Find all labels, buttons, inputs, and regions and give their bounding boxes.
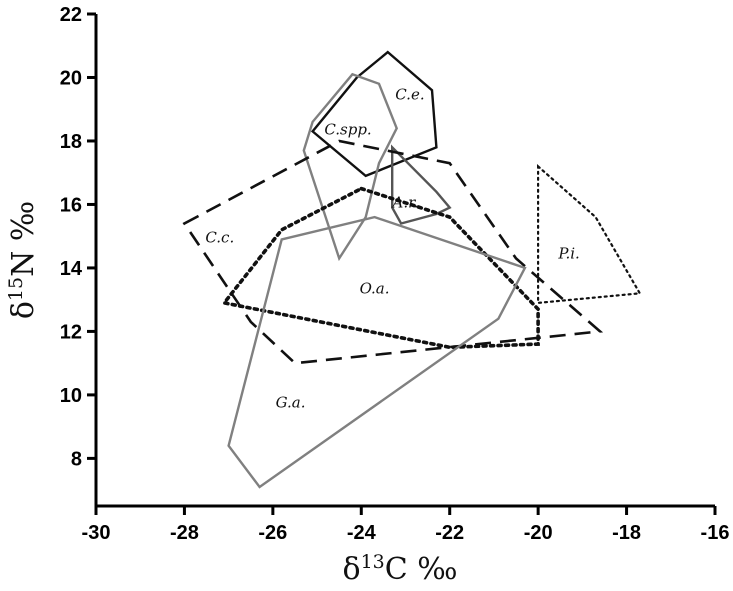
x-tick-label: -20 (524, 522, 553, 544)
series-label-oa: O.a. (360, 279, 390, 297)
y-tick-label: 14 (60, 258, 83, 280)
series-hull-cspp (302, 72, 399, 262)
y-tick-label: 18 (60, 131, 82, 153)
y-tick-label: 10 (60, 385, 82, 407)
y-axis-title: δ15N ‰ (5, 201, 41, 319)
axes-layer: -30 -28 -26 -24 -22 -20 -18 -16 8 10 12 14 16 18 20 22 (60, 4, 730, 544)
x-tick-label: -26 (258, 522, 287, 544)
x-tick-label: -22 (435, 522, 464, 544)
x-tick-label: -18 (612, 522, 641, 544)
series-layer: C.e. C.spp. A.r. C.c. O.a. G.a. P.i. (182, 50, 642, 489)
x-tick-label: -28 (170, 522, 199, 544)
y-tick-label: 12 (60, 321, 82, 343)
series-label-ga: G.a. (276, 394, 306, 412)
x-tick-label: -16 (701, 522, 730, 544)
series-label-cspp: C.spp. (324, 121, 371, 139)
series-label-ce: C.e. (395, 86, 424, 104)
series-label-pi: P.i. (557, 244, 579, 262)
series-hull-pi (536, 163, 642, 305)
series-hull-cc (182, 139, 604, 365)
x-tick-label: -24 (347, 522, 377, 544)
series-label-ar: A.r. (391, 194, 419, 212)
x-axis-title: δ13C ‰ (343, 551, 458, 587)
series-hull-ce (310, 50, 438, 178)
series-label-cc: C.c. (205, 229, 234, 247)
series-hull-ga (227, 215, 527, 489)
y-tick-label: 20 (60, 67, 82, 89)
y-tick-label: 16 (60, 194, 82, 216)
series-hull-oa (220, 186, 540, 350)
y-tick-label: 8 (71, 448, 82, 470)
x-tick-label: -30 (82, 522, 111, 544)
y-tick-label: 22 (60, 4, 82, 26)
